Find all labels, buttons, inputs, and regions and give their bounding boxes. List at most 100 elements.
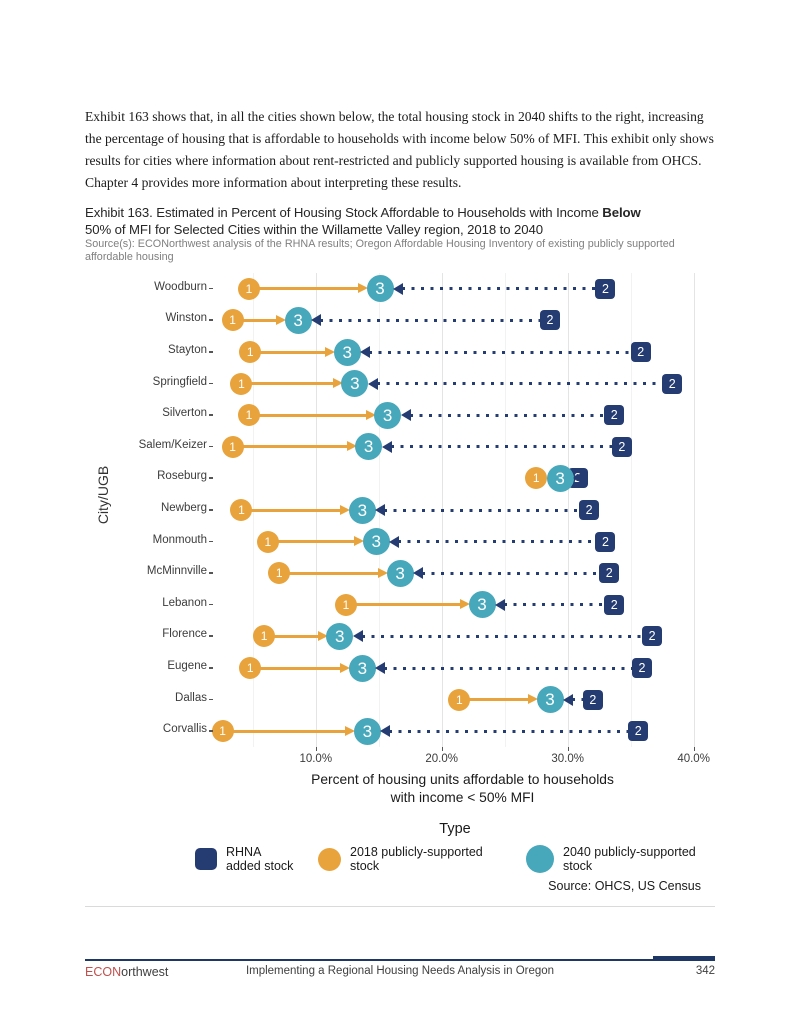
legend-title: Type [439,821,471,837]
marker-rhna-stock: 2 [604,405,625,426]
city-label: Roseburg [157,470,207,483]
y-axis-tick [209,698,213,701]
orange-arrowhead-icon [358,283,368,294]
navy-arrowhead-icon [311,314,322,327]
marker-2018-stock: 1 [253,625,276,648]
page-number: 342 [695,965,715,977]
stock-2018-circle-swatch [318,847,341,871]
connector-2018-2040 [249,287,360,291]
chart: City/UGB Woodburn Winston Stayton Springfie… [85,270,715,918]
marker-2018-stock: 1 [256,530,279,553]
orange-arrowhead-icon [317,630,328,641]
connector-2018-2040 [267,540,357,544]
marker-rhna-stock: 2 [642,626,663,647]
marker-2040-stock: 3 [348,496,376,524]
marker-2040-stock: 3 [546,464,574,492]
connector-2018-2040 [232,445,349,449]
orange-arrowhead-icon [340,504,351,515]
marker-2018-stock: 1 [448,688,471,711]
marker-2018-stock: 1 [525,467,548,490]
legend: Type RHNA added stock 2018 publicly-supp… [195,821,715,874]
marker-2018-stock: 1 [239,341,262,363]
city-label: Springfield [152,375,207,388]
exhibit-title-line2: 50% of MFI for Selected Cities within th… [85,222,543,238]
connector-2018-2040 [241,382,335,386]
city-label: Dallas [175,691,207,704]
footer-row: ECONorthwest Implementing a Regional Hou… [85,961,715,979]
marker-2040-stock: 3 [333,338,361,366]
orange-arrowhead-icon [345,725,356,736]
connector-2018-2040 [279,571,381,575]
navy-arrowhead-icon [360,346,371,358]
stock-2040-circle-swatch [526,845,554,874]
orange-arrowhead-icon [365,409,376,420]
x-tick-label: 40.0% [677,753,710,765]
marker-2040-stock: 3 [355,433,383,461]
city-label: Florence [162,628,207,641]
connector-rhna-dotted [320,318,543,322]
connector-2018-2040 [249,413,368,417]
city-label: Eugene [167,660,207,672]
marker-2018-stock: 1 [238,404,260,427]
intro-paragraph: Exhibit 163 shows that, in all the citie… [85,108,714,190]
city-label: Stayton [168,344,207,356]
marker-2018-stock: 1 [221,309,244,332]
marker-rhna-stock: 2 [582,689,603,710]
gridline [630,273,632,747]
navy-arrowhead-icon [380,725,391,738]
footer: ECONorthwest Implementing a Regional Hou… [85,956,715,979]
y-axis-tick [209,445,213,448]
legend-label-rhna: RHNA added stock [226,845,294,874]
x-tick-label: 10.0% [299,753,333,765]
legend-label-2018: 2018 publicly-supported stock [350,845,483,874]
divider-line [85,906,715,907]
y-axis-tick [209,603,213,606]
x-axis-tick [567,747,570,751]
orange-arrowhead-icon [276,314,287,325]
navy-arrowhead-icon [375,662,386,674]
navy-arrowhead-icon [563,693,574,706]
marker-2040-stock: 3 [326,622,354,650]
navy-arrowhead-icon [375,504,386,516]
marker-2018-stock: 1 [239,657,262,679]
connector-2018-2040 [345,603,462,607]
y-axis-tick [209,635,213,637]
connector-2018-2040 [222,729,348,733]
connector-2018-2040 [250,350,328,354]
legend-items: RHNA added stock 2018 publicly-supported… [195,845,715,874]
marker-rhna-stock: 2 [611,436,632,457]
footer-rule [85,956,715,961]
city-label: Newberg [160,502,207,514]
x-axis-tick [315,747,318,751]
legend-item-2018: 2018 publicly-supported stock [318,845,502,874]
marker-rhna-stock: 2 [630,342,651,362]
marker-2018-stock: 1 [211,720,234,743]
city-label: Winston [165,312,207,325]
orange-arrowhead-icon [346,441,357,452]
brand-logo-dark: orthwest [121,965,169,979]
connector-rhna-dotted [572,698,585,702]
connector-rhna-dotted [504,603,607,607]
x-tick-label: 20.0% [425,753,458,765]
marker-2040-stock: 3 [348,654,376,682]
connector-2018-2040 [264,634,320,638]
y-axis-tick [209,382,213,385]
orange-arrowhead-icon [340,662,351,673]
footer-page-tab [653,956,715,961]
brand-logo-red: ECON [85,965,122,979]
x-axis-tick [441,747,444,751]
marker-rhna-stock: 2 [662,373,683,394]
orange-arrowhead-icon [460,599,471,610]
marker-rhna-stock: 2 [579,500,600,520]
gridline [693,273,695,747]
marker-2018-stock: 1 [230,372,253,395]
navy-arrowhead-icon [352,630,363,643]
connector-rhna-dotted [422,571,602,575]
navy-arrowhead-icon [573,472,584,485]
connector-rhna-dotted [390,445,614,449]
connector-rhna-dotted [409,413,607,417]
x-axis-title-line2: with income < 50% MFI [390,790,535,806]
footer-title: Implementing a Regional Housing Needs An… [245,965,555,977]
